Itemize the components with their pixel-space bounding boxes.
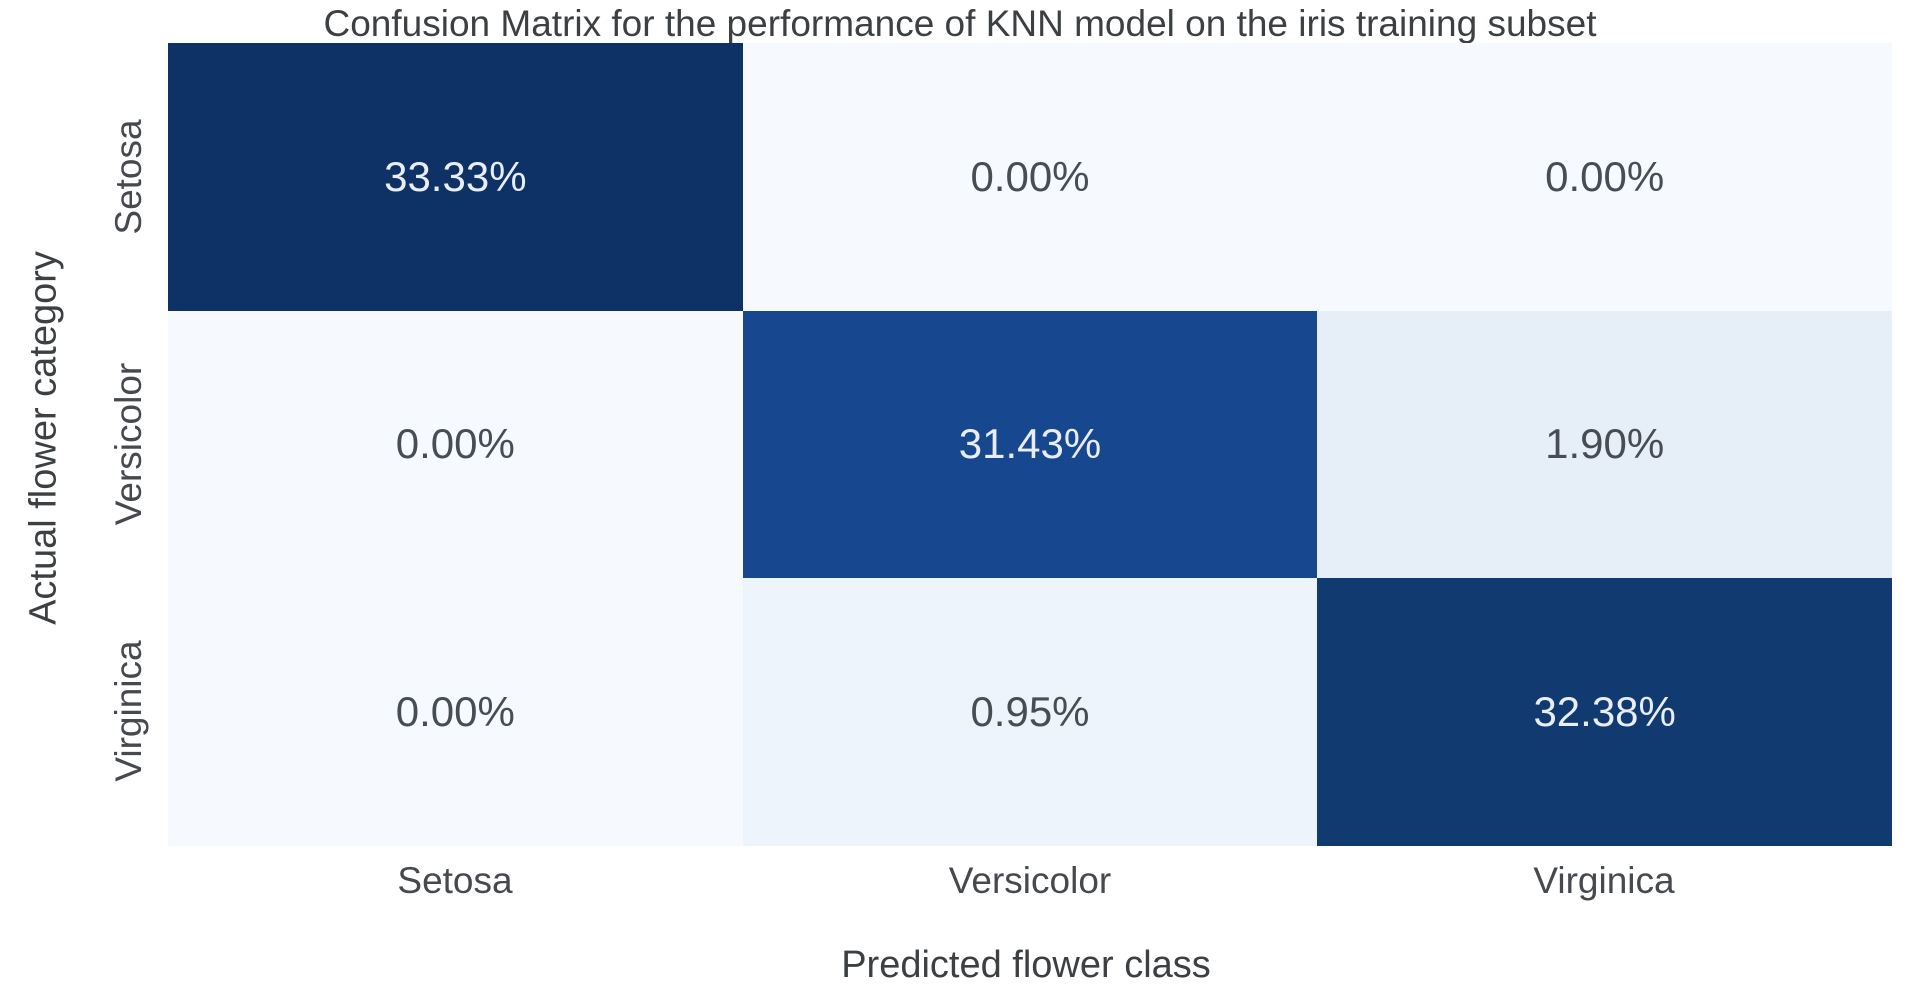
heatmap-grid: 33.33% 0.00% 0.00% 0.00% 31.43% 1.90% 0.… [168,43,1892,846]
cell-actual-virginica-pred-virginica: 32.38% [1317,578,1892,846]
y-axis-label: Actual flower category [22,251,65,625]
cell-actual-virginica-pred-versicolor: 0.95% [742,578,1318,846]
chart-title: Confusion Matrix for the performance of … [323,3,1597,44]
x-tick-versicolor: Versicolor [948,860,1112,901]
x-tick-virginica: Virginica [1533,860,1675,901]
cell-actual-versicolor-pred-virginica: 1.90% [1317,310,1892,579]
cell-actual-setosa-pred-virginica: 0.00% [1317,43,1892,311]
cell-actual-virginica-pred-setosa: 0.00% [168,578,743,846]
cell-actual-setosa-pred-versicolor: 0.00% [742,43,1318,311]
y-tick-virginica: Virginica [108,640,149,782]
y-tick-versicolor: Versicolor [108,362,149,526]
x-axis-label: Predicted flower class [841,944,1211,986]
cell-actual-versicolor-pred-versicolor: 31.43% [742,310,1318,579]
cell-actual-setosa-pred-setosa: 33.33% [168,43,743,311]
cell-actual-versicolor-pred-setosa: 0.00% [168,310,743,579]
y-tick-setosa: Setosa [108,119,149,235]
x-tick-setosa: Setosa [397,860,513,901]
